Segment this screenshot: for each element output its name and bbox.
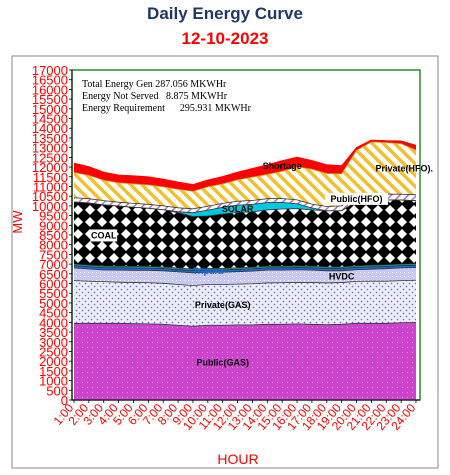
area-hvdc xyxy=(74,267,416,286)
y-tick-label: 3500 xyxy=(39,325,68,340)
series-label-bg xyxy=(90,229,118,242)
y-tick-label: 1500 xyxy=(39,364,68,379)
x-axis-label: HOUR xyxy=(217,451,258,467)
area-series-4 xyxy=(74,263,416,271)
series-labels: Public(GAS) Private(GAS) HVDC Tripura COAL SO… xyxy=(90,161,433,368)
line-series-9 xyxy=(73,139,417,185)
annotation-requirement: Energy Requirement 295.931 MKWHr xyxy=(82,103,252,114)
y-tick-label: 14000 xyxy=(32,121,68,136)
y-tick-label: 0 xyxy=(61,393,68,408)
series-label-solar: SOLAR xyxy=(222,204,254,214)
y-tick-label: 7000 xyxy=(39,257,68,272)
y-tick-label: 9000 xyxy=(39,218,68,233)
y-tick-label: 10000 xyxy=(32,199,68,214)
line-series-4 xyxy=(73,263,417,270)
y-tick-label: 500 xyxy=(46,383,68,398)
annotation-total-gen: Total Energy Gen 287.056 MKWHr xyxy=(82,79,227,90)
y-tick-label: 17000 xyxy=(32,63,68,78)
series-label-tripura: Tripura xyxy=(193,266,225,276)
area-public-hfo xyxy=(74,194,416,213)
line-series-8 xyxy=(73,141,417,192)
series-label-hvdc: HVDC xyxy=(329,272,355,282)
chart-subtitle: 12-10-2023 xyxy=(181,29,269,48)
annotation-not-served: Energy Not Served 8.875 MKWHr xyxy=(82,91,228,102)
y-tick-label: 6000 xyxy=(39,277,68,292)
series-label-shortage: Shortage xyxy=(263,161,302,171)
y-tick-label: 13000 xyxy=(32,141,68,156)
y-tick-label: 2500 xyxy=(39,344,68,359)
area-private-gas xyxy=(74,280,416,327)
y-tick-label: 12500 xyxy=(32,150,68,165)
y-tick-label: 5500 xyxy=(39,286,68,301)
series-label-private-gas: Private(GAS) xyxy=(195,300,251,310)
y-tick-label: 4500 xyxy=(39,306,68,321)
y-tick-label: 3000 xyxy=(39,335,68,350)
annotation-box xyxy=(78,74,294,116)
y-tick-label: 8000 xyxy=(39,238,68,253)
series-label-private-hfo: Private(HFO). xyxy=(376,163,434,173)
series-label-public-gas: Public(GAS) xyxy=(196,358,249,368)
y-tick-label: 16000 xyxy=(32,82,68,97)
series-label-bg xyxy=(324,192,389,205)
y-tick-label: 1000 xyxy=(39,374,68,389)
series-areas xyxy=(74,140,416,400)
line-series-1 xyxy=(73,279,417,286)
line-series-0 xyxy=(74,321,417,327)
y-tick-label: 2000 xyxy=(39,354,68,369)
y-tick-label: 8500 xyxy=(39,228,68,243)
y-axis: 0500100015002000250030003500400045005000… xyxy=(32,63,73,408)
line-series-2 xyxy=(73,267,417,274)
area-solar xyxy=(74,199,416,217)
chart-title: Daily Energy Curve xyxy=(147,4,303,23)
y-tick-label: 15000 xyxy=(32,102,68,117)
series-label-coal: COAL xyxy=(91,230,117,240)
y-tick-label: 15500 xyxy=(32,92,68,107)
area-coal xyxy=(74,199,416,269)
y-tick-label: 11500 xyxy=(33,170,68,185)
y-tick-label: 4000 xyxy=(39,315,68,330)
y-tick-label: 12000 xyxy=(32,160,68,175)
y-tick-label: 10500 xyxy=(32,189,68,204)
y-tick-label: 13500 xyxy=(32,131,68,146)
y-tick-label: 5000 xyxy=(39,296,68,311)
y-tick-label: 14500 xyxy=(32,112,68,127)
area-public-gas xyxy=(74,322,416,400)
series-label-public-hfo: Public(HFO) xyxy=(331,194,383,204)
area-private-hfo xyxy=(74,142,416,209)
y-tick-label: 11000 xyxy=(33,179,68,194)
y-tick-label: 16500 xyxy=(32,73,68,88)
y-tick-label: 7500 xyxy=(39,247,68,262)
y-tick-label: 6500 xyxy=(39,267,68,282)
line-series-3 xyxy=(73,264,417,271)
y-tick-label: 9500 xyxy=(39,209,68,224)
y-axis-label: MW xyxy=(10,210,25,234)
